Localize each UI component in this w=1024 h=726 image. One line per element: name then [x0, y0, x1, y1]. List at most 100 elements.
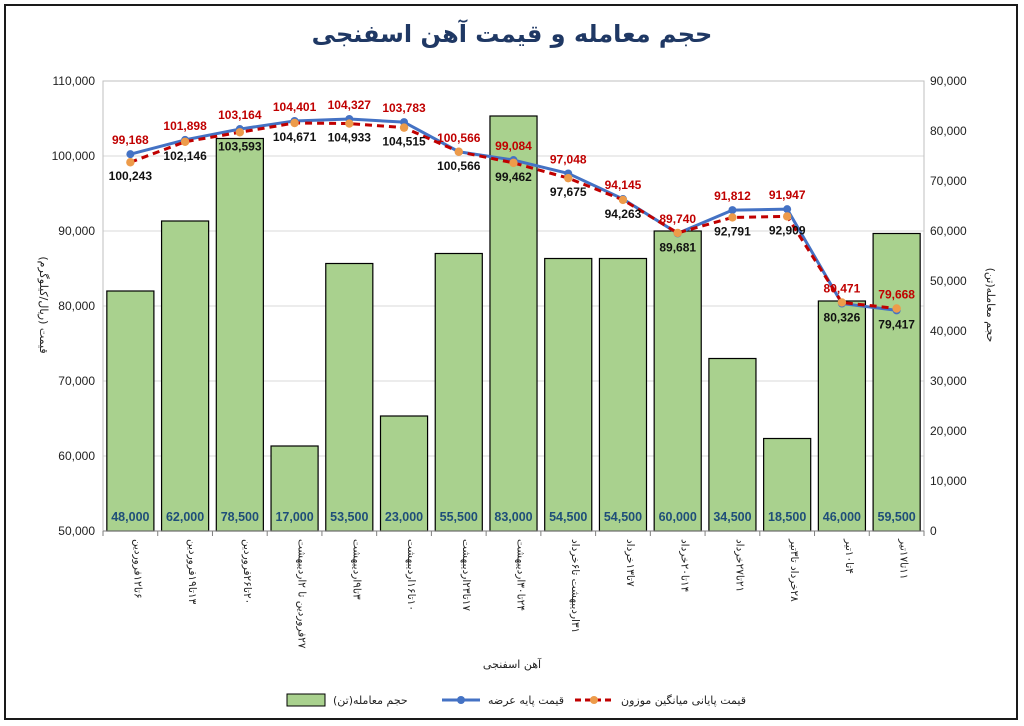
legend-label-volume: حجم معامله(تن) [333, 694, 408, 707]
base-price-label: 104,515 [382, 135, 426, 149]
avg-price-label: 94,145 [605, 178, 642, 192]
avg-price-point [235, 128, 245, 137]
avg-price-point [454, 147, 463, 156]
avg-price-label: 89,740 [659, 212, 696, 226]
y-axis-left-title: قیمت (ریال/کیلوگرم) [37, 256, 50, 353]
y-right-tick-label: 30,000 [930, 374, 967, 388]
avg-price-label: 99,168 [112, 133, 149, 147]
legend-marker-avg-price [590, 696, 598, 704]
y-right-tick-label: 50,000 [930, 274, 967, 288]
bar [325, 262, 374, 532]
y-right-tick-label: 70,000 [930, 174, 967, 188]
avg-price-point [399, 123, 409, 132]
bar [763, 437, 812, 532]
bar-value-label: 53,500 [330, 510, 368, 524]
avg-price-label: 91,812 [714, 189, 751, 203]
base-price-label: 103,593 [218, 139, 262, 153]
avg-price-point [673, 228, 682, 238]
x-category-label: ۲۸خرداد تا۳تیر [788, 538, 800, 602]
y-right-tick-label: 0 [930, 524, 937, 538]
y-axis-right-title: حجم معامله(تن) [984, 268, 997, 343]
data-labels: 48,000 62,000 78,500 17,000 53,500 23,000 55,5… [109, 98, 916, 524]
avg-price-point [837, 298, 847, 307]
base-price-label: 80,326 [824, 311, 861, 325]
bar [215, 137, 264, 532]
y-right-tick-label: 80,000 [930, 124, 967, 138]
avg-price-label: 80,471 [824, 281, 861, 295]
y-right-tick-label: 90,000 [930, 74, 967, 88]
avg-price-label: 103,164 [218, 108, 262, 122]
x-category-label: ۳۱اردیبهشت تا۶خرداد [569, 539, 581, 633]
x-category-label: ۲۷فروردین تا ۲اردیبهشت [296, 539, 308, 649]
base-price-label: 79,417 [878, 317, 915, 331]
bar-value-label: 60,000 [659, 510, 697, 524]
x-category-label: ۱۱تا۱۷تیر [898, 538, 910, 580]
y-left-tick-label: 80,000 [58, 299, 95, 313]
y-left-tick-label: 70,000 [58, 374, 95, 388]
y-right-tick-label: 40,000 [930, 324, 967, 338]
avg-price-label: 100,566 [437, 131, 481, 145]
avg-price-label: 91,947 [769, 188, 806, 202]
base-price-label: 94,263 [605, 207, 642, 221]
x-category-label: ۲۴تا۳۰اردیبهشت [515, 539, 527, 611]
avg-price-point [618, 195, 628, 205]
bar-value-label: 23,000 [385, 510, 423, 524]
line-series [126, 115, 901, 315]
avg-price-point [509, 158, 518, 168]
base-price-label: 102,146 [163, 149, 207, 163]
y-left-tick-label: 60,000 [58, 449, 95, 463]
x-category-label: ۱۴تا۲۰خرداد [679, 539, 691, 592]
bar [379, 415, 429, 532]
y-right-tick-label: 20,000 [930, 424, 967, 438]
bar [106, 290, 155, 532]
bar-value-label: 55,500 [440, 510, 478, 524]
avg-price-point [728, 213, 737, 222]
x-category-label: ۷تا۱۳خرداد [624, 539, 636, 587]
base-price-label: 99,462 [495, 170, 532, 184]
bar [489, 115, 538, 532]
avg-price-point [180, 137, 190, 146]
chart-title: حجم معامله و قیمت آهن اسفنجی [311, 20, 713, 48]
bar-value-label: 17,000 [275, 510, 313, 524]
bar-series [106, 115, 921, 532]
y-left-tick-label: 90,000 [58, 224, 95, 238]
avg-price-label: 79,668 [878, 287, 915, 301]
legend-label-base-price: قیمت پایه عرضه [488, 694, 564, 707]
bar [653, 230, 702, 532]
avg-price-label: 103,783 [382, 101, 426, 115]
bar [872, 232, 921, 532]
bar-value-label: 46,000 [823, 510, 861, 524]
x-category-label: ۴تا۱۰تیر [843, 538, 855, 574]
x-category-label: ۲۱تا۲۷خرداد [733, 539, 745, 592]
y-left-tick-label: 100,000 [52, 149, 96, 163]
base-price-point [728, 206, 737, 215]
x-category-label: ۱۰تا۱۶اردیبهشت [405, 539, 417, 611]
avg-price-label: 104,401 [273, 100, 317, 114]
bar-value-label: 54,500 [604, 510, 642, 524]
avg-price-point [290, 118, 299, 128]
avg-price-point [126, 158, 135, 167]
base-price-label: 104,671 [273, 130, 317, 144]
base-price-label: 97,675 [550, 185, 587, 199]
x-category-label: ۲۰تا۲۶فروردین [241, 539, 253, 604]
x-category-label: ۶تا۱۲فروردین [131, 539, 143, 599]
base-price-label: 104,933 [328, 131, 372, 145]
bar-value-label: 48,000 [111, 510, 149, 524]
bar [598, 257, 648, 532]
base-price-label: 100,243 [109, 169, 153, 183]
y-left-tick-label: 50,000 [58, 524, 95, 538]
bar [544, 257, 593, 532]
base-price-label: 92,909 [769, 223, 806, 237]
x-axis-title: آهن اسفنجی [483, 657, 542, 671]
bar [434, 252, 483, 532]
avg-price-point [564, 173, 573, 183]
bar-value-label: 18,500 [768, 510, 806, 524]
bar-value-label: 59,500 [878, 510, 916, 524]
avg-price-point [892, 304, 901, 313]
base-price-point [126, 150, 135, 159]
y-right-tick-label: 10,000 [930, 474, 967, 488]
y-left-tick-label: 110,000 [53, 74, 96, 88]
legend-marker-base-price [457, 696, 465, 704]
bar-value-label: 34,500 [713, 510, 751, 524]
